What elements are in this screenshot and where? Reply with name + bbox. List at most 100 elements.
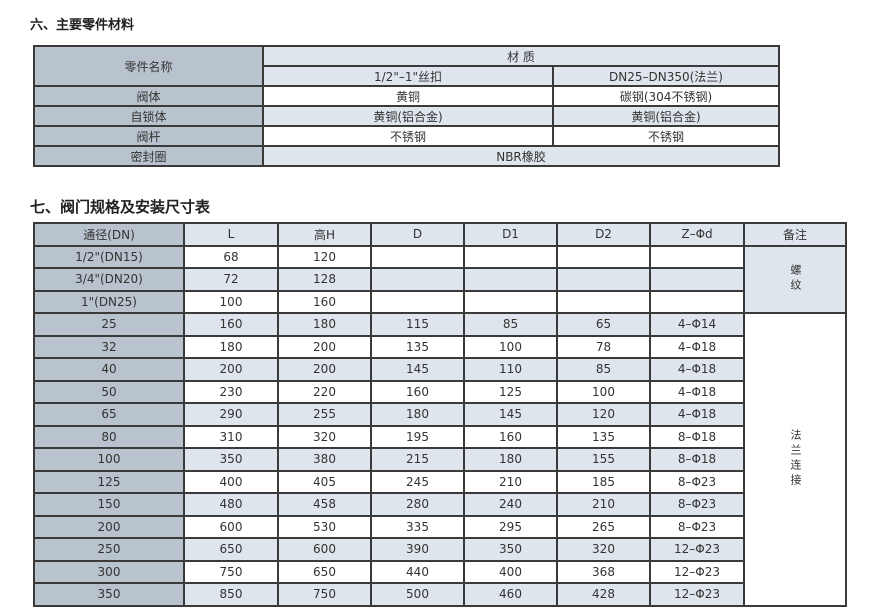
material-cell: 黄铜(铝合金) bbox=[551, 105, 781, 127]
value-cell: 210 bbox=[556, 492, 651, 517]
specs-table: 通径(DN) L 高H D D1 D2 Z–Φd 备注 1/2"(DN15) 68 120 螺纹 3/4… bbox=[33, 222, 847, 607]
size-cell: 200 bbox=[33, 514, 185, 539]
part-cell: 阀体 bbox=[33, 85, 264, 107]
value-cell bbox=[649, 267, 745, 292]
part-cell: 自锁体 bbox=[33, 105, 264, 127]
table-row: 1/2"(DN15) 68 120 螺纹 bbox=[33, 244, 847, 314]
value-cell: 200 bbox=[277, 357, 372, 382]
value-cell: 8–Φ23 bbox=[649, 469, 745, 494]
value-cell bbox=[463, 244, 558, 269]
value-cell: 65 bbox=[556, 312, 651, 337]
value-cell: 320 bbox=[556, 537, 651, 562]
value-cell: 400 bbox=[463, 559, 558, 584]
section6-title: 六、主要零件材料 bbox=[30, 18, 135, 33]
value-cell: 12–Φ23 bbox=[649, 582, 745, 607]
table-row: 25 160 180 115 85 65 4–Φ14 法兰连接 bbox=[33, 312, 847, 607]
material-cell: 碳钢(304不锈钢) bbox=[551, 85, 781, 107]
note-flange: 法兰连接 bbox=[743, 312, 847, 607]
value-cell: 8–Φ23 bbox=[649, 514, 745, 539]
value-cell: 240 bbox=[463, 492, 558, 517]
value-cell: 750 bbox=[277, 582, 372, 607]
value-cell: 650 bbox=[277, 559, 372, 584]
size-cell: 150 bbox=[33, 492, 185, 517]
value-cell: 180 bbox=[183, 334, 279, 359]
material-cell: 黄铜(铝合金) bbox=[262, 105, 554, 127]
value-cell: 180 bbox=[370, 402, 465, 427]
table-row: 1"(DN25) 100 160 bbox=[33, 289, 846, 314]
value-cell bbox=[370, 289, 465, 314]
value-cell: 600 bbox=[277, 537, 372, 562]
size-cell: 40 bbox=[33, 357, 185, 382]
value-cell: 8–Φ18 bbox=[649, 447, 745, 472]
value-cell: 8–Φ23 bbox=[649, 492, 745, 517]
column-header: 高H bbox=[277, 222, 372, 247]
value-cell: 68 bbox=[183, 244, 279, 269]
value-cell: 4–Φ14 bbox=[649, 312, 745, 337]
value-cell bbox=[463, 267, 558, 292]
value-cell: 115 bbox=[370, 312, 465, 337]
value-cell: 100 bbox=[183, 289, 279, 314]
value-cell: 310 bbox=[183, 424, 279, 449]
value-cell: 390 bbox=[370, 537, 465, 562]
header-threaded: 1/2"–1"丝扣 bbox=[262, 65, 554, 87]
value-cell: 320 bbox=[277, 424, 372, 449]
value-cell: 4–Φ18 bbox=[649, 379, 745, 404]
value-cell: 230 bbox=[183, 379, 279, 404]
value-cell: 85 bbox=[463, 312, 558, 337]
value-cell: 185 bbox=[556, 469, 651, 494]
table-row: 3/4"(DN20) 72 128 bbox=[33, 267, 846, 292]
size-cell: 25 bbox=[33, 312, 185, 337]
value-cell bbox=[463, 289, 558, 314]
value-cell: 350 bbox=[183, 447, 279, 472]
table-row: 40 200 200 145 110 85 4–Φ18 bbox=[33, 357, 846, 382]
value-cell: 295 bbox=[463, 514, 558, 539]
value-cell: 245 bbox=[370, 469, 465, 494]
value-cell: 160 bbox=[463, 424, 558, 449]
value-cell: 380 bbox=[277, 447, 372, 472]
value-cell bbox=[370, 267, 465, 292]
value-cell: 428 bbox=[556, 582, 651, 607]
part-cell: 密封圈 bbox=[33, 145, 264, 167]
size-cell: 80 bbox=[33, 424, 185, 449]
part-cell: 阀杆 bbox=[33, 125, 264, 147]
value-cell: 255 bbox=[277, 402, 372, 427]
value-cell bbox=[556, 267, 651, 292]
value-cell: 460 bbox=[463, 582, 558, 607]
value-cell: 12–Φ23 bbox=[649, 537, 745, 562]
size-cell: 350 bbox=[33, 582, 185, 607]
size-cell: 250 bbox=[33, 537, 185, 562]
header-material: 材 质 bbox=[261, 45, 781, 67]
value-cell: 4–Φ18 bbox=[649, 402, 745, 427]
value-cell: 4–Φ18 bbox=[649, 334, 745, 359]
value-cell: 400 bbox=[183, 469, 279, 494]
table-row: 50 230 220 160 125 100 4–Φ18 bbox=[33, 379, 846, 404]
value-cell: 160 bbox=[183, 312, 279, 337]
table-row: 300 750 650 440 400 368 12–Φ23 bbox=[33, 559, 846, 584]
value-cell: 405 bbox=[277, 469, 372, 494]
value-cell: 200 bbox=[277, 334, 372, 359]
header-part-name: 零件名称 bbox=[33, 45, 264, 87]
table-row: 65 290 255 180 145 120 4–Φ18 bbox=[33, 402, 846, 427]
note-threaded: 螺纹 bbox=[743, 244, 847, 314]
column-header: Z–Φd bbox=[649, 222, 745, 247]
value-cell: 100 bbox=[556, 379, 651, 404]
table-row: 200 600 530 335 295 265 8–Φ23 bbox=[33, 514, 846, 539]
value-cell: 335 bbox=[370, 514, 465, 539]
value-cell: 750 bbox=[183, 559, 279, 584]
value-cell: 850 bbox=[183, 582, 279, 607]
table-row: 350 850 750 500 460 428 12–Φ23 bbox=[33, 582, 846, 607]
value-cell: 155 bbox=[556, 447, 651, 472]
value-cell: 145 bbox=[463, 402, 558, 427]
value-cell: 650 bbox=[183, 537, 279, 562]
table-row: 32 180 200 135 100 78 4–Φ18 bbox=[33, 334, 846, 359]
value-cell bbox=[556, 244, 651, 269]
value-cell: 280 bbox=[370, 492, 465, 517]
value-cell: 530 bbox=[277, 514, 372, 539]
value-cell: 500 bbox=[370, 582, 465, 607]
value-cell: 265 bbox=[556, 514, 651, 539]
size-cell: 50 bbox=[33, 379, 185, 404]
column-header: L bbox=[183, 222, 279, 247]
value-cell: 215 bbox=[370, 447, 465, 472]
value-cell: 85 bbox=[556, 357, 651, 382]
value-cell: 200 bbox=[183, 357, 279, 382]
